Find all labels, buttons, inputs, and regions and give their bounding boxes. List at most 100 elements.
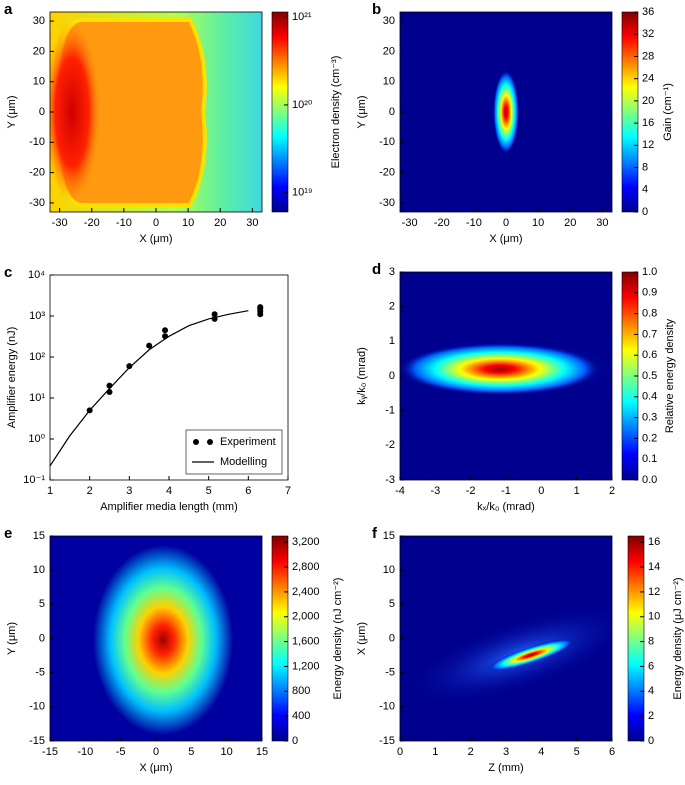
- x-tick-label: 20: [564, 217, 576, 229]
- data-point: [146, 342, 153, 349]
- x-axis-label: Amplifier media length (mm): [100, 501, 238, 513]
- heatmap-image: [400, 536, 612, 741]
- y-tick-label: 10: [33, 76, 45, 88]
- panel-label: c: [4, 264, 12, 281]
- legend-label: Experiment: [220, 436, 276, 448]
- colorbar-tick-label: 3,200: [292, 536, 320, 548]
- x-tick-label: 6: [609, 746, 615, 758]
- y-tick-label: -20: [379, 167, 395, 179]
- colorbar-tick-label: 6: [648, 660, 654, 672]
- y-tick-label: 10: [383, 76, 395, 88]
- colorbar-tick-label: 32: [642, 28, 654, 40]
- y-tick-label: 15: [33, 530, 45, 542]
- y-axis-label: Y (μm): [356, 95, 368, 128]
- y-tick-label: 0: [389, 370, 395, 382]
- colorbar-tick-label: 0.7: [642, 328, 657, 340]
- x-tick-label: 1: [574, 485, 580, 497]
- y-tick-label: 1: [389, 335, 395, 347]
- y-tick-label: 20: [383, 45, 395, 57]
- x-tick-label: 3: [126, 485, 132, 497]
- x-tick-label: 20: [214, 217, 226, 229]
- y-tick-label: 10⁴: [28, 269, 45, 281]
- data-point: [126, 363, 133, 370]
- heatmap-image: [50, 536, 262, 741]
- y-tick-label: -5: [35, 667, 45, 679]
- colorbar-tick-label: 10²¹: [292, 11, 312, 23]
- panel-label: a: [4, 1, 13, 18]
- y-tick-label: 10: [383, 564, 395, 576]
- x-tick-label: 0: [397, 746, 403, 758]
- y-tick-label: -10: [379, 701, 395, 713]
- x-tick-label: -4: [395, 485, 405, 497]
- colorbar-tick-label: 14: [648, 561, 660, 573]
- y-tick-label: -30: [379, 197, 395, 209]
- y-tick-label: -20: [29, 167, 45, 179]
- y-tick-label: -2: [385, 439, 395, 451]
- colorbar-tick-label: 1,200: [292, 660, 320, 672]
- colorbar-tick-label: 28: [642, 50, 654, 62]
- x-tick-label: -5: [116, 746, 126, 758]
- data-point: [257, 304, 264, 311]
- y-tick-label: 5: [389, 598, 395, 610]
- panel-label: d: [372, 261, 381, 278]
- x-tick-label: -1: [501, 485, 511, 497]
- y-tick-label: 10³: [29, 310, 45, 322]
- legend-marker: [207, 439, 213, 445]
- x-tick-label: 4: [166, 485, 172, 497]
- y-axis-label: Amplifier energy (nJ): [6, 327, 18, 428]
- colorbar-tick-label: 1,600: [292, 636, 320, 648]
- colorbar-tick-label: 0.9: [642, 287, 657, 299]
- legend-label: Modelling: [220, 456, 267, 468]
- y-tick-label: -15: [29, 735, 45, 747]
- x-tick-label: -20: [84, 217, 100, 229]
- colorbar-tick-label: 1.0: [642, 266, 657, 278]
- x-tick-label: 5: [188, 746, 194, 758]
- colorbar-tick-label: 36: [642, 6, 654, 18]
- data-point: [162, 327, 169, 334]
- x-tick-label: -2: [466, 485, 476, 497]
- colorbar-label: Relative energy density: [664, 318, 676, 433]
- y-tick-label: -3: [385, 474, 395, 486]
- x-tick-label: -3: [430, 485, 440, 497]
- y-axis-label: X (μm): [356, 622, 368, 655]
- y-tick-label: -1: [385, 405, 395, 417]
- legend-marker: [193, 439, 199, 445]
- colorbar-tick-label: 10¹⁹: [292, 186, 313, 198]
- x-tick-label: 10: [182, 217, 194, 229]
- x-tick-label: -10: [77, 746, 93, 758]
- x-tick-label: 0: [538, 485, 544, 497]
- y-tick-label: 2: [389, 301, 395, 313]
- x-axis-label: X (μm): [139, 762, 172, 774]
- data-point: [211, 311, 218, 318]
- x-tick-label: -10: [116, 217, 132, 229]
- x-tick-label: 1: [47, 485, 53, 497]
- y-tick-label: 10²: [29, 351, 45, 363]
- colorbar-tick-label: 2,000: [292, 611, 320, 623]
- x-tick-label: 2: [468, 746, 474, 758]
- x-tick-label: 15: [256, 746, 268, 758]
- y-tick-label: 5: [39, 598, 45, 610]
- colorbar-tick-label: 0: [642, 206, 648, 218]
- colorbar-tick-label: 10: [648, 611, 660, 623]
- colorbar-tick-label: 12: [648, 586, 660, 598]
- y-tick-label: 15: [383, 530, 395, 542]
- heatmap-image: [50, 12, 262, 212]
- y-tick-label: 10: [33, 564, 45, 576]
- colorbar-tick-label: 4: [642, 184, 648, 196]
- x-tick-label: -30: [52, 217, 68, 229]
- colorbar: [621, 11, 639, 213]
- y-tick-label: -30: [29, 197, 45, 209]
- colorbar-tick-label: 0.6: [642, 349, 657, 361]
- x-tick-label: -15: [42, 746, 58, 758]
- colorbar-tick-label: 0: [292, 735, 298, 747]
- x-axis-label: kₓ/k₀ (mrad): [477, 501, 535, 513]
- x-axis-label: X (μm): [139, 233, 172, 245]
- legend-box: [185, 429, 283, 475]
- data-point: [106, 389, 113, 396]
- x-tick-label: 10: [221, 746, 233, 758]
- panel-label: b: [372, 1, 381, 18]
- colorbar-tick-label: 0.2: [642, 432, 657, 444]
- colorbar-tick-label: 16: [642, 117, 654, 129]
- colorbar-tick-label: 4: [648, 685, 654, 697]
